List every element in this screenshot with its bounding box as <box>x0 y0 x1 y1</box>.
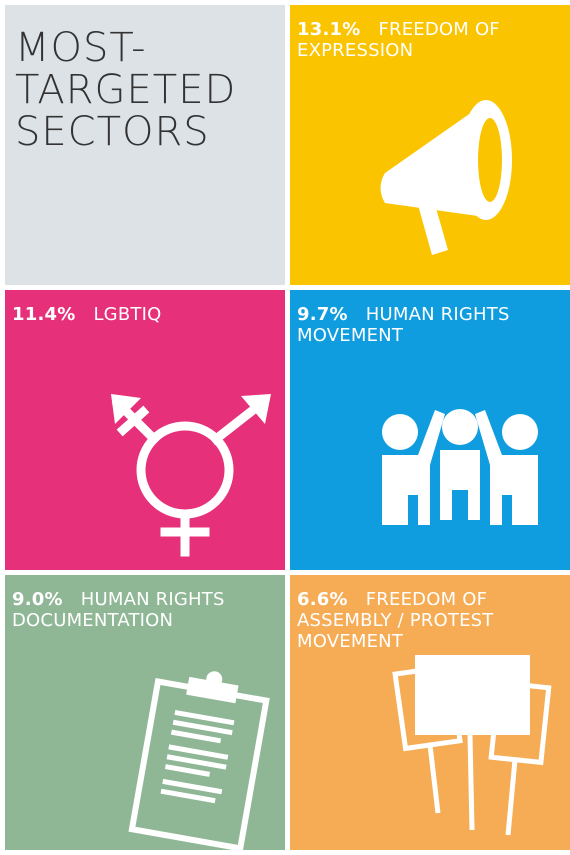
megaphone-icon <box>380 100 512 255</box>
title-line: MOST- <box>15 25 147 71</box>
percent: 9.0% <box>12 589 63 610</box>
tile: 13.1% FREEDOM OF EXPRESSION <box>290 5 570 285</box>
percent: 6.6% <box>297 589 348 610</box>
sector-label: HUMAN RIGHTS <box>365 304 510 325</box>
sector-label: FREEDOM OF <box>378 19 500 40</box>
tile: 6.6% FREEDOM OF ASSEMBLY / PROTEST MOVEMENT <box>290 575 570 850</box>
transgender-icon <box>111 394 271 557</box>
sector-label: FREEDOM OF <box>365 589 488 610</box>
tile-line: EXPRESSION <box>297 40 500 61</box>
tile-line: 9.7% HUMAN RIGHTS <box>297 304 510 325</box>
clipboard-icon <box>128 671 270 850</box>
protest-signs-icon <box>392 655 552 836</box>
tile-line: 6.6% FREEDOM OF <box>297 589 493 610</box>
tile-line: MOVEMENT <box>297 631 493 652</box>
tile-line: 9.0% HUMAN RIGHTS <box>12 589 225 610</box>
sector-label: ASSEMBLY / PROTEST <box>297 610 494 631</box>
tile-line: ASSEMBLY / PROTEST <box>297 610 493 631</box>
sector-label: MOVEMENT <box>297 631 404 652</box>
people-icon <box>382 409 538 525</box>
sector-label: LGBTIQ <box>93 304 162 325</box>
tile-text: 13.1% FREEDOM OF EXPRESSION <box>297 19 500 61</box>
tile-line: 13.1% FREEDOM OF <box>297 19 500 40</box>
sector-label: HUMAN RIGHTS <box>80 589 225 610</box>
tile-text: 9.0% HUMAN RIGHTS DOCUMENTATION <box>12 589 225 631</box>
tile-text: 9.7% HUMAN RIGHTS MOVEMENT <box>297 304 510 346</box>
tile: 11.4% LGBTIQ <box>5 290 285 570</box>
tile: 9.7% HUMAN RIGHTS MOVEMENT <box>290 290 570 570</box>
sector-label: DOCUMENTATION <box>12 610 174 631</box>
percent: 11.4% <box>12 304 76 325</box>
sector-label: EXPRESSION <box>297 40 414 61</box>
title-tile: MOST- TARGETED SECTORS <box>5 5 285 285</box>
tile: 9.0% HUMAN RIGHTS DOCUMENTATION <box>5 575 285 850</box>
tile-line: 11.4% LGBTIQ <box>12 304 161 325</box>
tile-text: 6.6% FREEDOM OF ASSEMBLY / PROTEST MOVEMENT <box>297 589 493 652</box>
tile-line: DOCUMENTATION <box>12 610 225 631</box>
title: MOST- TARGETED SECTORS <box>15 27 236 153</box>
percent: 13.1% <box>297 19 361 40</box>
tile-line: MOVEMENT <box>297 325 510 346</box>
sector-label: MOVEMENT <box>297 325 404 346</box>
percent: 9.7% <box>297 304 348 325</box>
title-line: SECTORS <box>15 109 210 155</box>
tile-text: 11.4% LGBTIQ <box>12 304 161 325</box>
title-line: TARGETED <box>15 67 237 113</box>
